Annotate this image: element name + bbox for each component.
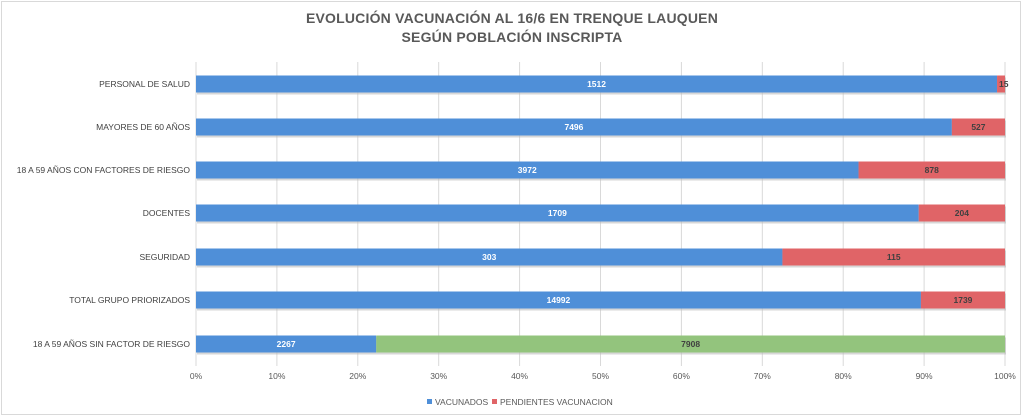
x-tick-label: 60% [673, 371, 690, 381]
bar-value-vacunados: 2267 [277, 339, 296, 349]
bar-pendientes [920, 291, 1005, 309]
bar-value-pendientes: 15 [999, 79, 1009, 89]
bar-vacunados [196, 335, 377, 353]
bar-value-pendientes: 527 [971, 122, 985, 132]
x-tick-label: 30% [430, 371, 447, 381]
bar-pendientes [376, 335, 1006, 353]
bar-value-pendientes: 878 [925, 165, 939, 175]
bar-value-vacunados: 303 [482, 252, 496, 262]
legend-swatch-vacunados [427, 399, 432, 404]
bar-value-pendientes: 115 [887, 252, 901, 262]
bar-vacunados [196, 75, 998, 93]
bar-value-vacunados: 14992 [547, 295, 571, 305]
bar-vacunados [196, 204, 919, 222]
bar-value-pendientes: 7908 [681, 339, 700, 349]
legend: VACUNADOS PENDIENTES VACUNACION [427, 397, 613, 407]
x-tick-label: 40% [511, 371, 528, 381]
category-label: 18 A 59 AÑOS SIN FACTOR DE RIESGO [33, 339, 191, 349]
x-tick-label: 70% [754, 371, 771, 381]
bar-pendientes [997, 75, 1005, 93]
legend-label-pendientes: PENDIENTES VACUNACION [500, 397, 613, 407]
category-label: TOTAL GRUPO PRIORIZADOS [69, 295, 190, 305]
category-label: 18 A 59 AÑOS CON FACTORES DE RIESGO [17, 165, 191, 175]
category-label: PERSONAL DE SALUD [99, 79, 190, 89]
bar-vacunados [196, 291, 921, 309]
x-tick-label: 10% [268, 371, 285, 381]
chart-subtitle: SEGÚN POBLACIÓN INSCRIPTA [401, 29, 623, 45]
bar-value-vacunados: 1512 [587, 79, 606, 89]
chart-title: EVOLUCIÓN VACUNACIÓN AL 16/6 EN TRENQUE … [305, 10, 719, 26]
bar-vacunados [196, 248, 783, 266]
category-label: SEGURIDAD [139, 252, 190, 262]
bar-pendientes [951, 118, 1005, 136]
legend-label-vacunados: VACUNADOS [435, 397, 489, 407]
bar-value-vacunados: 3972 [518, 165, 537, 175]
legend-swatch-pendientes [492, 399, 497, 404]
bar-vacunados [196, 118, 952, 136]
bars: 1512 15 7496 527 3972 878 1709 204 303 115 14992 17… [196, 75, 1009, 355]
x-tick-label: 50% [592, 371, 609, 381]
bar-pendientes [918, 204, 1005, 222]
bar-value-pendientes: 204 [955, 208, 969, 218]
x-tick-label: 0% [190, 371, 203, 381]
x-tick-label: 20% [349, 371, 366, 381]
bar-value-vacunados: 1709 [548, 208, 567, 218]
category-labels: PERSONAL DE SALUD MAYORES DE 60 AÑOS 18 A … [17, 79, 191, 349]
category-label: DOCENTES [143, 208, 191, 218]
bar-value-vacunados: 7496 [564, 122, 583, 132]
bar-value-pendientes: 1739 [953, 295, 972, 305]
x-tick-label: 90% [916, 371, 933, 381]
bar-pendientes [782, 248, 1005, 266]
bar-vacunados [196, 161, 859, 179]
bar-pendientes [858, 161, 1005, 179]
x-axis-ticks: 0% 10% 20% 30% 40% 50% 60% 70% 80% 90% 100% [190, 371, 1016, 381]
x-tick-label: 100% [994, 371, 1016, 381]
x-tick-label: 80% [835, 371, 852, 381]
category-label: MAYORES DE 60 AÑOS [96, 122, 190, 132]
